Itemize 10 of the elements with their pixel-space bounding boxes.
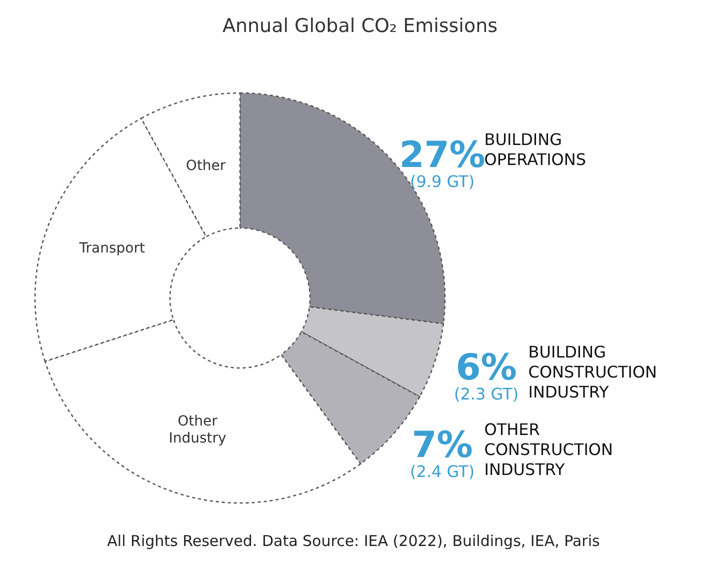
slice-label: BUILDING CONSTRUCTION INDUSTRY [528,342,657,402]
chart-title: Annual Global CO₂ Emissions [222,15,498,37]
slice-label: Other [186,158,226,174]
slice-label: Other Industry [168,413,226,446]
text: All Rights Reserved. Data Source: IEA (2022), Buildings, IEA, Paris [107,532,600,550]
slice-label: BUILDING OPERATIONS [484,130,586,170]
text: (2.3 GT) [454,384,519,404]
slice-label: OTHER CONSTRUCTION INDUSTRY [484,420,613,479]
slice-label: Transport [78,240,146,256]
text: (9.9 GT) [410,172,475,192]
